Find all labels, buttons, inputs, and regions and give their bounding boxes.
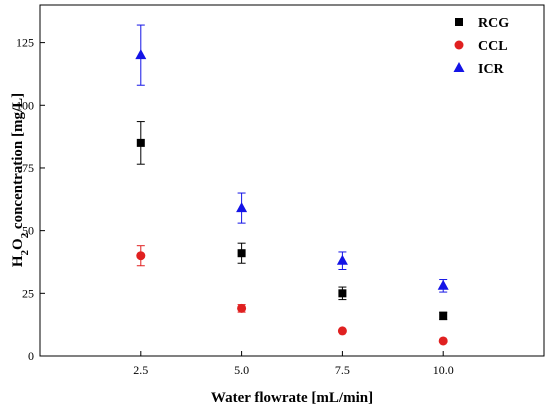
circle-marker	[337, 326, 347, 336]
y-title-subscript: 2	[19, 249, 31, 255]
y-tick-label: 0	[28, 349, 34, 363]
y-title-part: O	[10, 238, 26, 250]
triangle-marker	[453, 62, 465, 72]
triangle-marker	[236, 202, 248, 213]
y-title-subscript: 2	[19, 232, 31, 238]
legend: RCG CCL ICR	[453, 16, 509, 77]
square-marker	[136, 138, 145, 147]
square-marker	[237, 249, 246, 258]
y-title-part: H	[10, 255, 26, 267]
y-title-part: concentration [mg/L]	[10, 93, 26, 233]
circle-marker	[237, 303, 247, 313]
legend-label-icr: ICR	[478, 62, 505, 77]
y-tick-label: 125	[16, 36, 34, 50]
circle-marker	[454, 40, 464, 50]
square-marker	[439, 311, 448, 320]
triangle-marker	[336, 254, 348, 265]
ticks-layer: 2.5 5.0 7.5 10.0 0 25 50 75 100 125	[16, 36, 454, 377]
circle-marker	[136, 251, 146, 261]
legend-label-rcg: RCG	[478, 16, 509, 31]
square-marker	[338, 289, 347, 298]
x-axis-title: Water flowrate [mL/min]	[211, 390, 373, 406]
circle-marker	[438, 336, 448, 346]
points-layer	[135, 24, 449, 346]
y-tick-label: 100	[16, 98, 34, 112]
legend-label-ccl: CCL	[478, 39, 508, 54]
triangle-marker	[437, 279, 449, 290]
y-tick-label: 50	[22, 224, 34, 238]
x-tick-label: 10.0	[433, 363, 454, 377]
x-tick-label: 7.5	[335, 363, 350, 377]
square-marker	[455, 18, 463, 26]
x-tick-label: 5.0	[234, 363, 249, 377]
y-tick-label: 75	[22, 161, 34, 175]
x-tick-label: 2.5	[133, 363, 148, 377]
y-tick-label: 25	[22, 286, 34, 300]
plot-frame	[39, 4, 545, 357]
triangle-marker	[135, 49, 147, 60]
y-axis-title: H2O2 concentration [mg/L]	[10, 93, 31, 267]
